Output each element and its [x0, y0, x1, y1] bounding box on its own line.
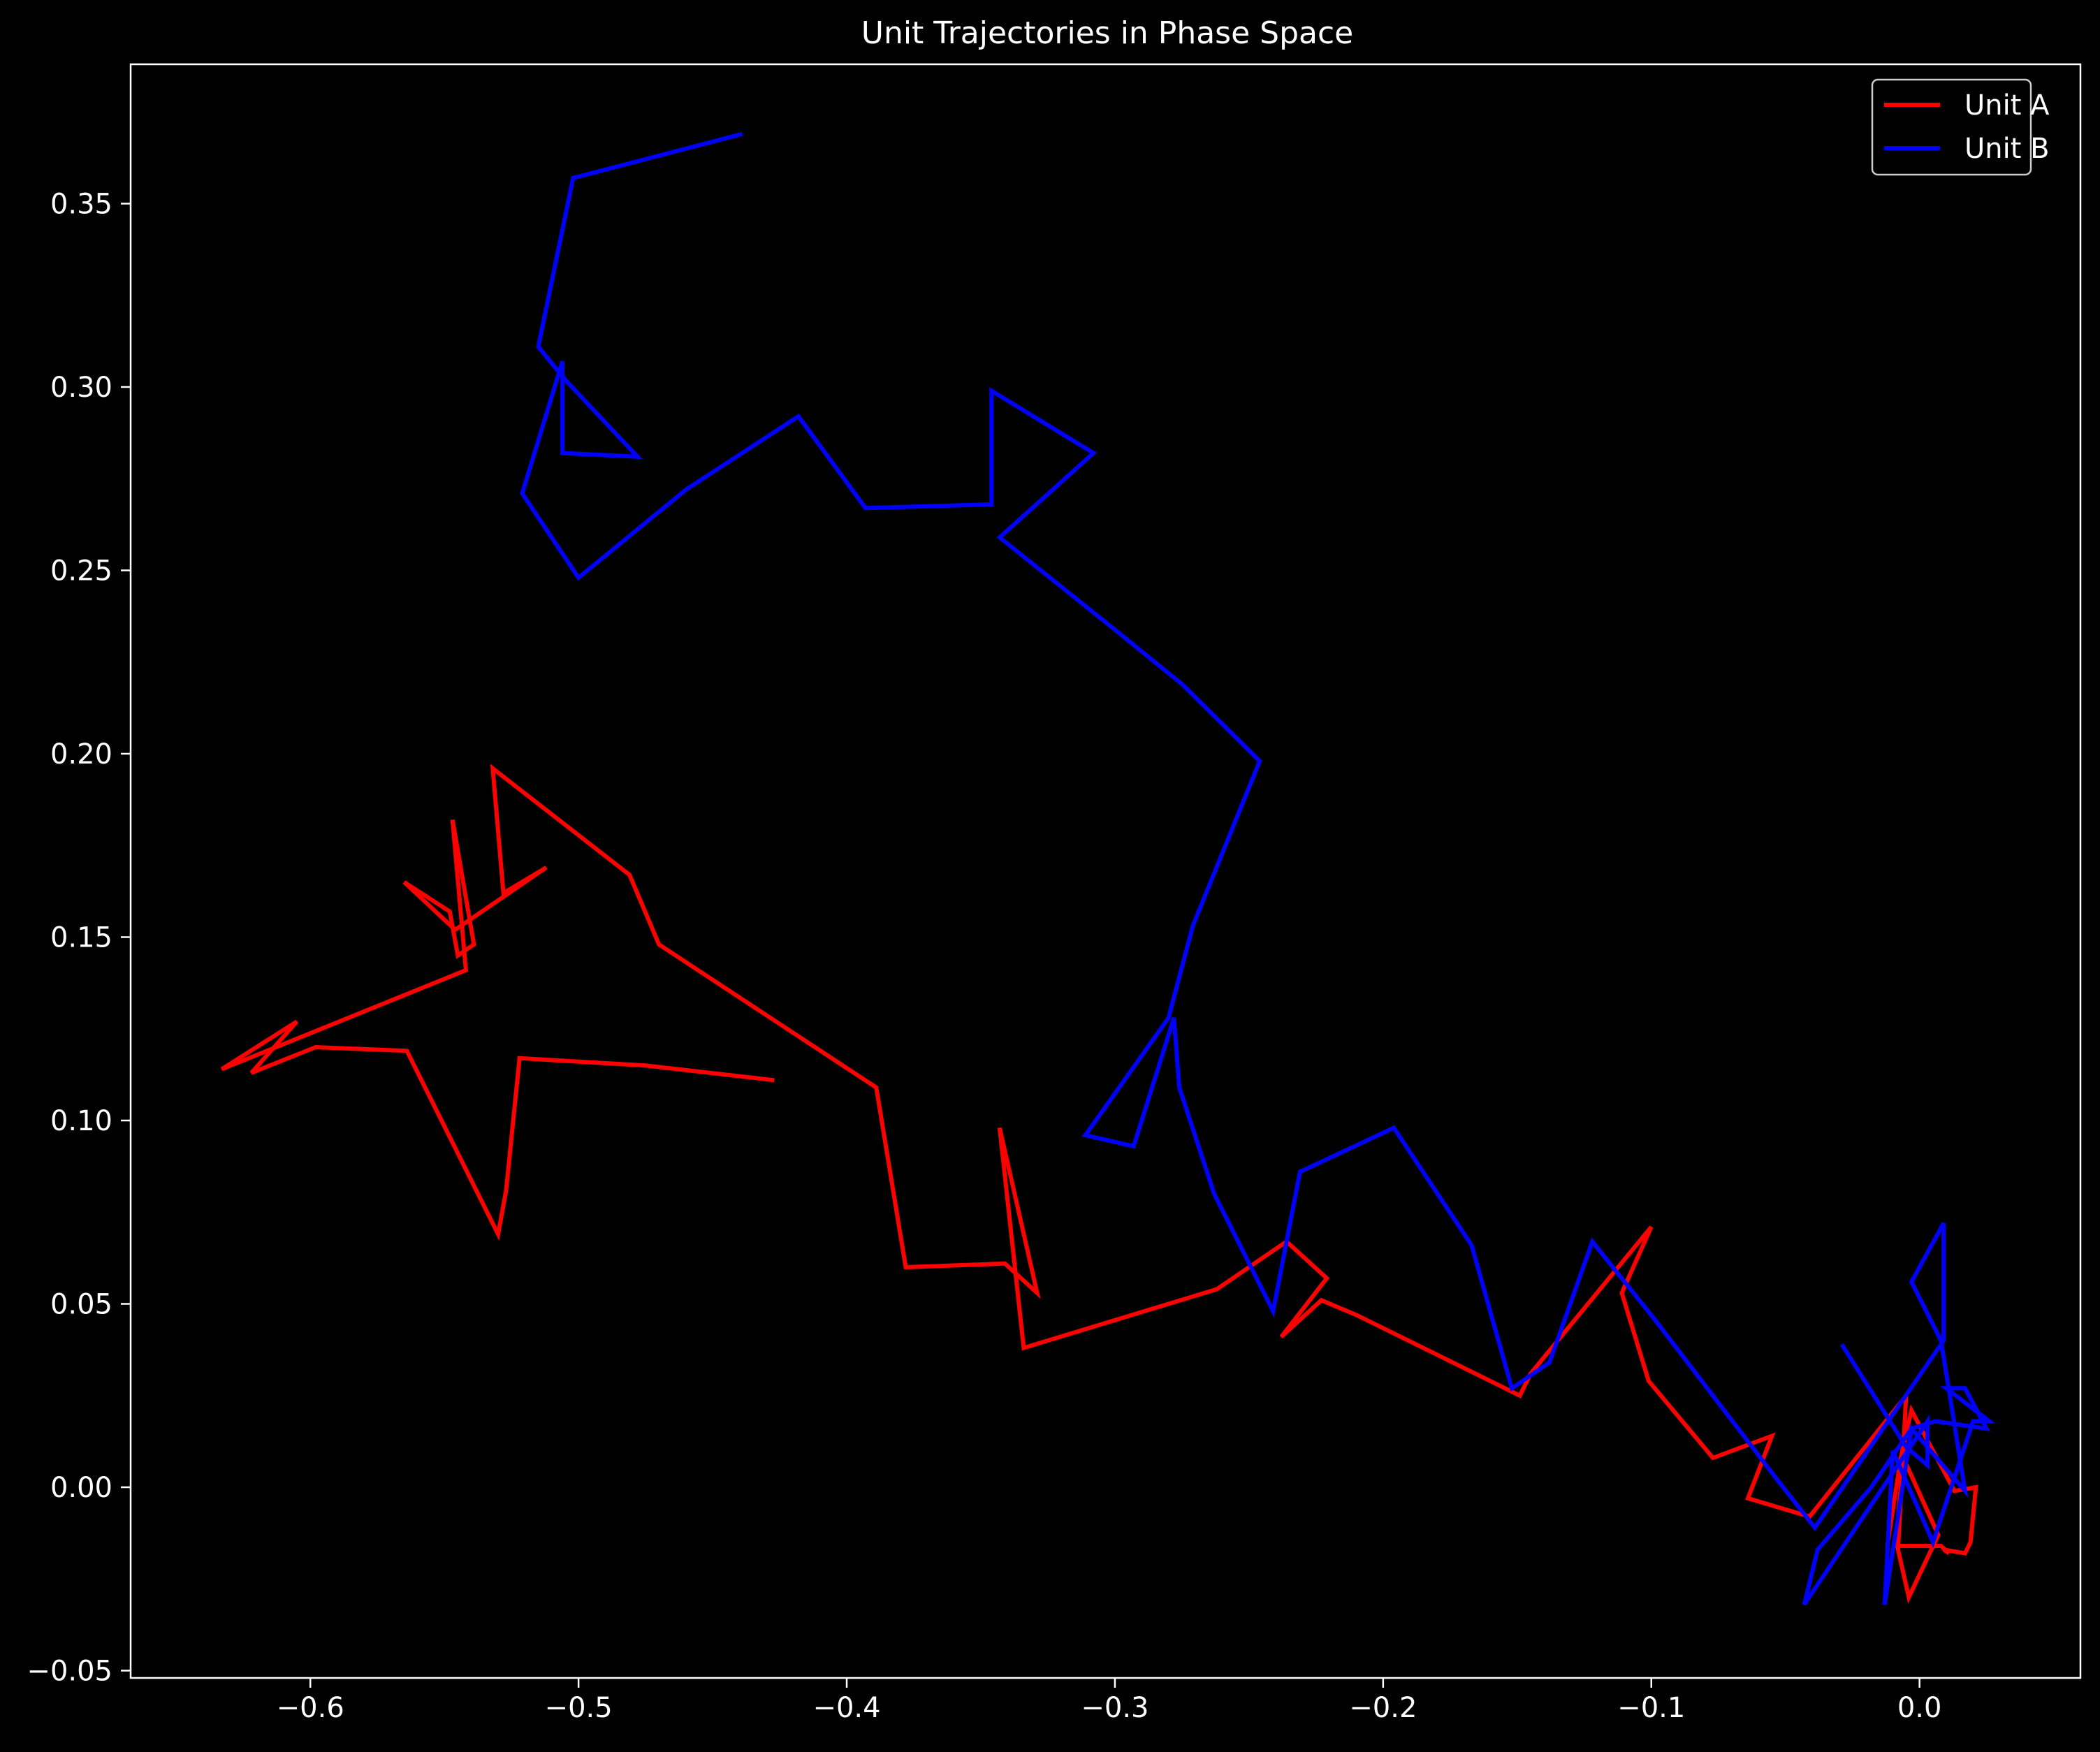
y-tick-label: 0.30 [50, 372, 112, 404]
legend-label-unit-a: Unit A [1964, 89, 2050, 122]
x-tick-label: −0.4 [812, 1692, 880, 1724]
chart-title: Unit Trajectories in Phase Space [861, 15, 1354, 51]
legend-label-unit-b: Unit B [1964, 133, 2050, 165]
axes-frame [129, 63, 2082, 1679]
x-tick-label: 0.0 [1897, 1692, 1942, 1724]
y-tick-label: 0.10 [50, 1105, 112, 1137]
legend: Unit A Unit B [1871, 78, 2050, 176]
y-axis: −0.05 0.00 0.05 0.10 0.15 0.20 0.25 0.30 0.35 [27, 189, 131, 1688]
x-axis: −0.6 −0.5 −0.4 −0.3 −0.2 −0.1 0.0 [277, 1678, 1942, 1724]
x-tick-label: −0.5 [545, 1692, 613, 1724]
series-line-unit-b [520, 131, 1996, 1606]
y-tick-label: 0.25 [50, 555, 112, 587]
x-tick-label: −0.6 [277, 1692, 344, 1724]
y-tick-label: 0.00 [50, 1472, 112, 1504]
x-tick-label: −0.2 [1349, 1692, 1417, 1724]
x-tick-label: −0.1 [1617, 1692, 1685, 1724]
x-tick-label: −0.3 [1081, 1692, 1149, 1724]
y-tick-label: 0.15 [50, 922, 112, 954]
y-tick-label: 0.05 [50, 1289, 112, 1321]
y-tick-label: 0.20 [50, 738, 112, 771]
y-tick-label: −0.05 [27, 1656, 112, 1688]
y-tick-label: 0.35 [50, 189, 112, 221]
series-layer [220, 131, 1996, 1606]
